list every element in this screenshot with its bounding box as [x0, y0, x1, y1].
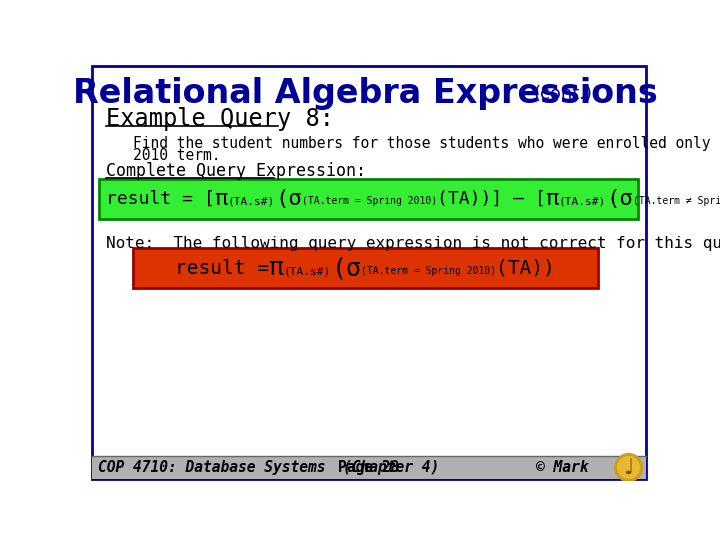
- Text: π: π: [546, 189, 559, 209]
- Text: (σ: (σ: [606, 189, 633, 209]
- Text: result = [: result = [: [106, 190, 215, 208]
- Text: ♩: ♩: [624, 457, 634, 477]
- Text: Page 28: Page 28: [338, 460, 400, 475]
- Text: Note:  The following query expression is not correct for this query!!!  Why?: Note: The following query expression is …: [106, 236, 720, 251]
- Text: π: π: [269, 256, 284, 280]
- FancyBboxPatch shape: [99, 179, 638, 219]
- Text: Complete Query Expression:: Complete Query Expression:: [106, 162, 366, 180]
- Text: (TA.term = Spring 2010): (TA.term = Spring 2010): [361, 266, 496, 276]
- Text: (cont.): (cont.): [534, 85, 593, 103]
- Text: Example Query 8:: Example Query 8:: [106, 107, 333, 131]
- FancyBboxPatch shape: [91, 456, 647, 479]
- Text: (σ: (σ: [275, 189, 302, 209]
- Text: Relational Algebra Expressions: Relational Algebra Expressions: [73, 77, 657, 110]
- Text: result =: result =: [175, 259, 269, 278]
- Text: © Mark: © Mark: [536, 460, 588, 475]
- Circle shape: [615, 454, 642, 481]
- FancyBboxPatch shape: [132, 248, 598, 288]
- Text: (TA.s#): (TA.s#): [284, 266, 331, 276]
- Text: Find the student numbers for those students who were enrolled only in the Spring: Find the student numbers for those stude…: [132, 136, 720, 151]
- Text: (TA.term ≠ Spring 2010): (TA.term ≠ Spring 2010): [633, 196, 720, 206]
- Text: (TA.term = Spring 2010): (TA.term = Spring 2010): [302, 196, 437, 206]
- Text: (TA)): (TA)): [496, 259, 555, 278]
- Text: (TA.s#): (TA.s#): [559, 196, 606, 206]
- Text: 2010 term.: 2010 term.: [132, 148, 220, 163]
- Text: COP 4710: Database Systems  (Chapter 4): COP 4710: Database Systems (Chapter 4): [98, 460, 439, 475]
- Text: π: π: [215, 189, 228, 209]
- Circle shape: [618, 457, 639, 478]
- Text: (TA))] – [: (TA))] – [: [437, 190, 546, 208]
- Text: (TA.s#): (TA.s#): [228, 196, 275, 206]
- Text: (σ: (σ: [331, 256, 361, 280]
